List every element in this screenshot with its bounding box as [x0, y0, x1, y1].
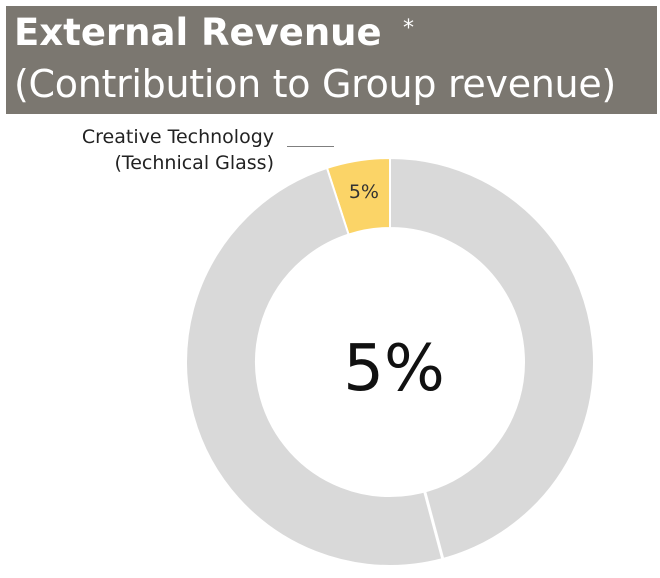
chart-title: External Revenue: [14, 11, 382, 54]
callout-leader-line: [287, 146, 334, 147]
callout-line-1: Creative Technology: [81, 126, 274, 148]
donut-slices: [185, 156, 595, 567]
title-asterisk: *: [403, 16, 414, 41]
slice-callout-label: Creative Technology (Technical Glass): [82, 124, 274, 176]
chart-subtitle: (Contribution to Group revenue): [14, 62, 616, 106]
rest-segment-divider: [422, 490, 445, 561]
donut-slice-rest: [185, 156, 595, 567]
donut-center-value: 5%: [343, 332, 445, 406]
slice-label-technical-glass: 5%: [349, 181, 379, 203]
callout-line-2: (Technical Glass): [114, 152, 274, 174]
title-banner: [6, 6, 657, 114]
